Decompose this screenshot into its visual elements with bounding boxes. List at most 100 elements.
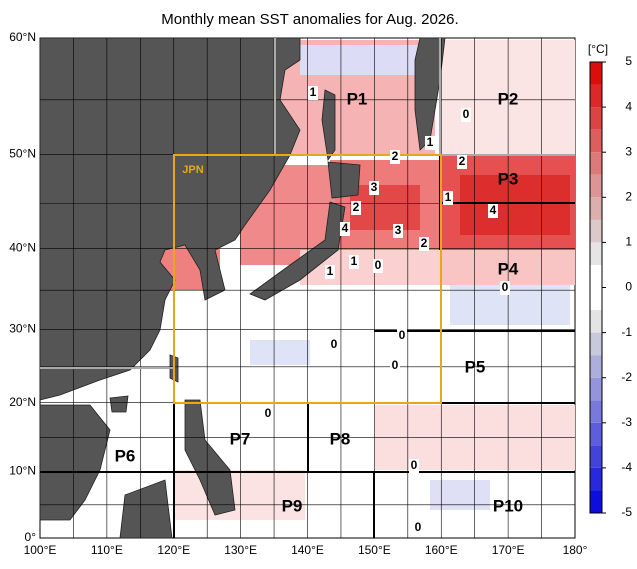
contour-label-box (425, 136, 435, 150)
colorbar-step (590, 129, 602, 153)
colorbar-frame (589, 61, 603, 514)
contour-label-box (443, 191, 453, 205)
contour-label: 3 (395, 223, 402, 237)
colorbar-tick-label: 1 (625, 235, 632, 249)
lon-label: 110°E (91, 543, 123, 557)
contour-label: 1 (310, 85, 317, 99)
region-label: P7 (230, 429, 251, 448)
contour-label-box (419, 237, 429, 251)
contour-label: 2 (421, 236, 428, 250)
colorbar-tick-label: -4 (621, 460, 632, 474)
contour-label-box (349, 255, 359, 269)
region-label: P3 (498, 169, 519, 188)
region-label: P1 (347, 89, 368, 108)
lon-label: 120°E (157, 543, 190, 557)
colorbar-step (590, 400, 602, 423)
colorbar-tick-label: -5 (621, 505, 632, 519)
region-label: P8 (330, 429, 351, 448)
contour-label-box (308, 86, 318, 100)
contour-label: 2 (392, 149, 399, 163)
colorbar-tick-label: 2 (625, 189, 632, 203)
region-label: P6 (115, 446, 136, 465)
colorbar-step (590, 152, 602, 175)
colorbar-step (590, 62, 602, 85)
contour-label: 2 (459, 154, 466, 168)
colorbar-tick-label: 5 (625, 54, 632, 68)
colorbar-tick-label: 0 (625, 280, 632, 294)
contour-label: 0 (392, 358, 399, 372)
colorbar-tick-label: 4 (625, 99, 632, 113)
contour-label-box (373, 259, 383, 273)
contour-label: 1 (327, 264, 334, 278)
colorbar-step (590, 264, 602, 288)
contour-label: 2 (353, 200, 360, 214)
colorbar-step (590, 310, 602, 333)
contour-label-box (397, 329, 407, 343)
contour-label-box (390, 359, 400, 373)
colorbar-step (590, 445, 602, 468)
lat-label: 0° (25, 530, 37, 544)
lat-label: 40°N (9, 241, 36, 255)
region-label: P4 (498, 259, 519, 278)
colorbar-step (590, 242, 602, 265)
contour-label-box (457, 155, 467, 169)
contour-label: 0 (399, 328, 406, 342)
lat-label: 50°N (9, 146, 36, 160)
contour-label-box (409, 459, 419, 473)
contour-label: 0 (375, 258, 382, 272)
region-label: P2 (498, 89, 519, 108)
colorbar-step (590, 422, 602, 446)
contour-label-box (369, 181, 379, 195)
colorbar-step (590, 197, 602, 220)
contour-label: 0 (415, 520, 422, 534)
contour-label: 0 (411, 458, 418, 472)
colorbar-step (590, 490, 602, 513)
colorbar-step (590, 467, 602, 491)
lon-label: 170°E (492, 543, 525, 557)
colorbar-step (590, 332, 602, 356)
contour-label: 0 (331, 337, 338, 351)
colorbar-tick-label: 3 (625, 144, 632, 158)
lon-label: 140°E (291, 543, 324, 557)
contour-label: 0 (265, 406, 272, 420)
colorbar-tick-label: -1 (621, 325, 632, 339)
contour-label-box (500, 281, 510, 295)
contour-label-box (393, 224, 403, 238)
contour-label: 3 (371, 180, 378, 194)
contour-label: 0 (502, 280, 509, 294)
contour-label-box (340, 222, 350, 236)
colorbar-step (590, 107, 602, 130)
region-label: P9 (282, 496, 303, 515)
contour-label-box (413, 521, 423, 535)
lon-label: 150°E (358, 543, 391, 557)
contour-label-box (488, 204, 498, 218)
colorbar-step (590, 219, 602, 243)
region-label: P5 (465, 357, 486, 376)
colorbar-tick-label: -2 (621, 370, 632, 384)
contour-label: 4 (342, 221, 349, 235)
contour-label-box (461, 108, 471, 122)
land (39, 37, 446, 539)
contour-label: 1 (351, 254, 358, 268)
colorbar-step (590, 355, 602, 378)
colorbar-unit: [°C] (588, 42, 608, 56)
jpn-label: JPN (182, 164, 203, 176)
contour-label: 4 (490, 203, 497, 217)
lon-label: 130°E (224, 543, 257, 557)
contour-label-box (390, 150, 400, 164)
region-label: P10 (493, 496, 523, 515)
colorbar-step (590, 84, 602, 108)
colorbar-step (590, 174, 602, 198)
contour-label-box (329, 338, 339, 352)
contour-label: 0 (463, 107, 470, 121)
contour-label: 1 (427, 135, 434, 149)
region-boxes (40, 38, 575, 538)
lat-label: 20°N (9, 395, 36, 409)
contour-label: 1 (445, 190, 452, 204)
colorbar-tick-label: -3 (621, 415, 632, 429)
lon-label: 160°E (425, 543, 458, 557)
lat-label: 60°N (9, 30, 36, 44)
map-title: Monthly mean SST anomalies for Aug. 2026… (161, 11, 458, 28)
contour-label-box (263, 407, 273, 421)
